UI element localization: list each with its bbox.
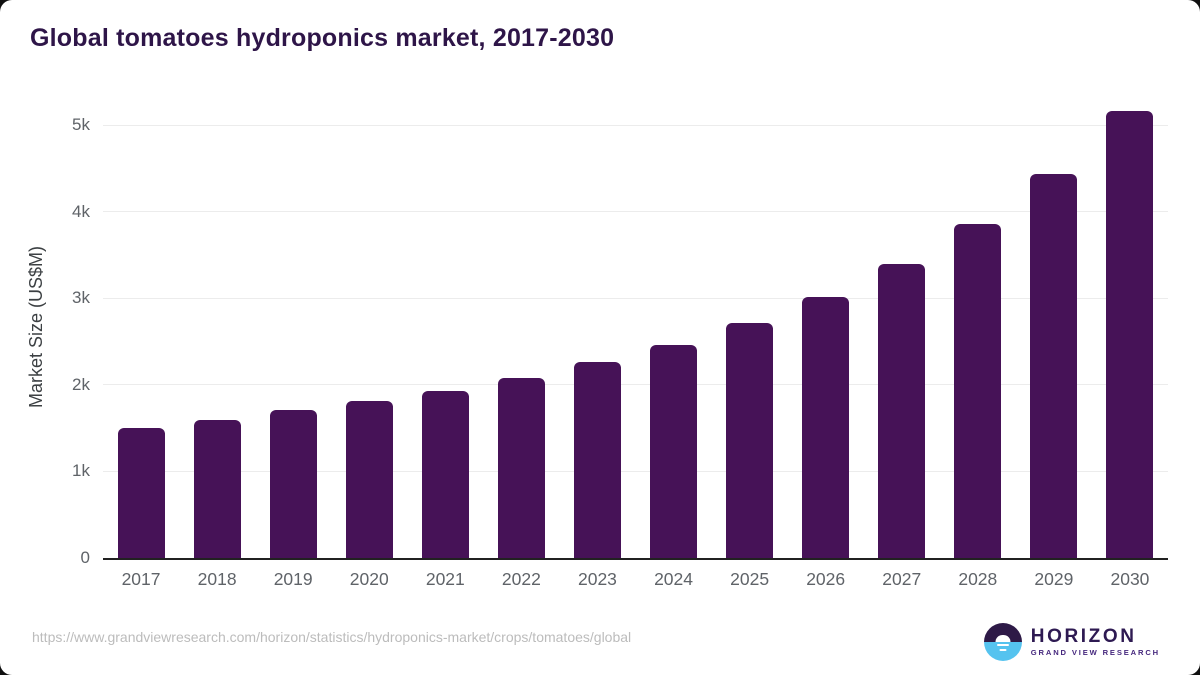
gridline [103, 211, 1168, 213]
bar-2023 [573, 362, 621, 558]
x-tick-label: 2018 [197, 569, 237, 589]
x-tick-label: 2022 [501, 569, 541, 589]
sun-icon [995, 634, 1011, 642]
gridline [103, 470, 1168, 472]
water-ripple-icon [999, 648, 1007, 651]
bar-2026 [802, 297, 850, 558]
bar-2021 [421, 391, 469, 558]
y-tick-label: 1k [72, 461, 90, 481]
x-tick-label: 2020 [349, 569, 389, 589]
x-tick-label: 2029 [1034, 569, 1074, 589]
bar-2018 [193, 420, 241, 558]
bar-2017 [117, 428, 165, 558]
logo-text: HORIZON GRAND VIEW RESEARCH [1031, 627, 1160, 657]
x-tick-label: 2028 [958, 569, 998, 589]
x-tick-label: 2027 [882, 569, 922, 589]
x-axis-tick-labels: 2017 2018 2019 2020 2021 2022 2023 2024 2025 2026… [103, 569, 1168, 595]
bar-2022 [497, 378, 545, 558]
x-tick-label: 2030 [1110, 569, 1150, 589]
horizon-sunrise-icon [983, 623, 1022, 661]
gridline [103, 124, 1168, 126]
plot-area [103, 95, 1168, 560]
y-tick-label: 5k [72, 115, 90, 135]
logo-subtitle: GRAND VIEW RESEARCH [1030, 648, 1160, 658]
bar-2027 [878, 263, 926, 558]
horizon-logo: HORIZON GRAND VIEW RESEARCH [983, 623, 1160, 661]
gridline [103, 384, 1168, 386]
y-tick-label: 4k [72, 201, 90, 221]
y-tick-label: 3k [72, 288, 90, 308]
bar-2029 [1030, 173, 1078, 558]
bar-2020 [345, 401, 393, 558]
page-title: Global tomatoes hydroponics market, 2017… [30, 24, 615, 52]
x-tick-label: 2017 [121, 569, 161, 589]
y-tick-label: 0 [80, 548, 90, 567]
x-tick-label: 2026 [806, 569, 846, 589]
source-url: https://www.grandviewresearch.com/horizo… [32, 629, 632, 645]
x-tick-label: 2021 [425, 569, 465, 589]
bar-2019 [269, 410, 317, 558]
logo-title: HORIZON [1030, 626, 1137, 648]
x-tick-label: 2023 [577, 569, 617, 589]
x-tick-label: 2025 [730, 569, 770, 589]
bar-2025 [726, 322, 774, 558]
bar-2030 [1106, 110, 1154, 558]
bar-2024 [650, 345, 698, 558]
gridline [103, 297, 1168, 299]
y-tick-label: 2k [72, 374, 90, 394]
x-tick-label: 2019 [273, 569, 313, 589]
x-tick-label: 2024 [654, 569, 693, 589]
y-axis-tick-labels: 0 1k 2k 3k 4k 5k [0, 95, 90, 567]
water-ripple-icon [996, 644, 1009, 647]
bar-2028 [954, 223, 1002, 558]
